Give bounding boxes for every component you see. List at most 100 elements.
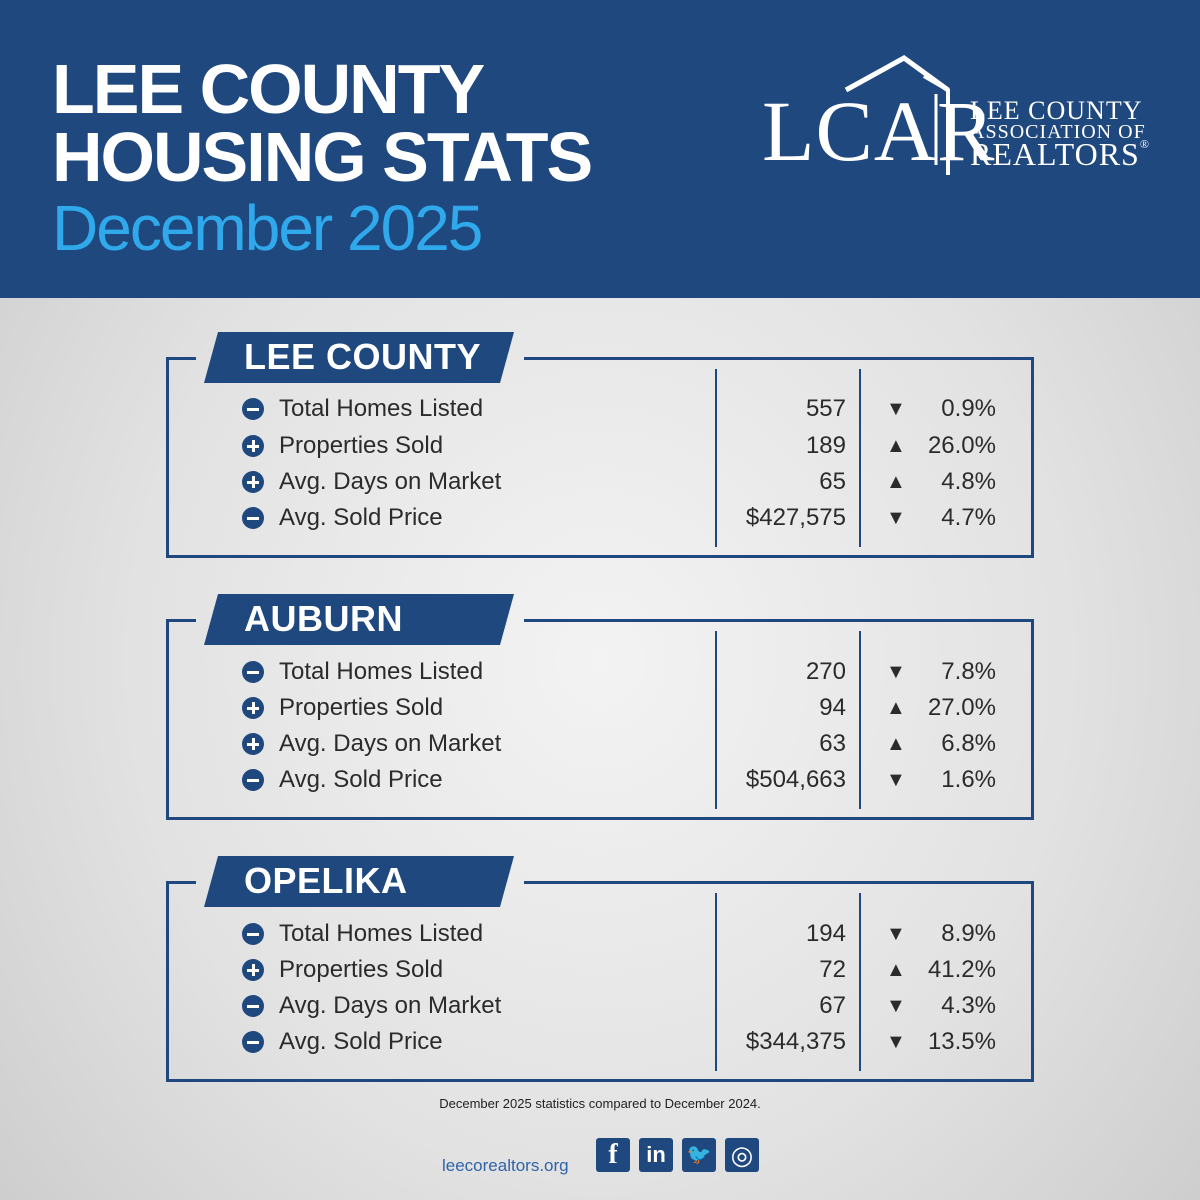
section-frame <box>166 881 1034 1082</box>
website-link[interactable]: leecorealtors.org <box>442 1156 569 1175</box>
frame-top-left <box>166 619 196 622</box>
section-title: OPELIKA <box>244 860 408 901</box>
stat-label: Properties Sold <box>279 432 444 459</box>
stat-change: 4.7% <box>941 504 996 531</box>
trend-up-icon: ▲ <box>886 697 906 719</box>
section-frame <box>166 619 1034 820</box>
section-title: LEE COUNTY <box>244 336 482 377</box>
minus-circle-icon <box>242 923 264 945</box>
twitter-glyph: 🐦 <box>686 1144 712 1166</box>
stat-label: Avg. Days on Market <box>279 992 502 1019</box>
section-title: AUBURN <box>244 598 403 639</box>
stat-row: Properties Sold 72 ▲ 41.2% <box>166 956 1034 992</box>
plus-circle-icon <box>242 959 264 981</box>
instagram-icon[interactable]: ◎ <box>725 1138 759 1172</box>
column-divider <box>715 631 717 809</box>
logo-letters: LCAR <box>762 83 996 179</box>
stat-label: Avg. Sold Price <box>279 766 443 793</box>
trend-up-icon: ▲ <box>886 959 906 981</box>
subtitle-month: December 2025 <box>52 192 483 264</box>
frame-top-right <box>524 619 1034 622</box>
stat-value: 189 <box>805 432 846 459</box>
stat-label: Avg. Days on Market <box>279 730 502 757</box>
stat-change: 4.3% <box>941 992 996 1019</box>
stat-label: Total Homes Listed <box>279 920 484 947</box>
stat-row: Avg. Days on Market 63 ▲ 6.8% <box>166 730 1034 766</box>
stat-label: Total Homes Listed <box>279 395 484 422</box>
stat-value: 72 <box>819 956 846 983</box>
comparison-footnote: December 2025 statistics compared to Dec… <box>439 1096 761 1111</box>
linkedin-icon[interactable]: in <box>639 1138 673 1172</box>
section-title-tab: LEE COUNTY <box>204 332 514 383</box>
column-divider <box>859 369 861 547</box>
stat-change: 1.6% <box>941 766 996 793</box>
stat-label: Avg. Sold Price <box>279 504 443 531</box>
stat-change: 6.8% <box>941 730 996 757</box>
column-divider <box>715 369 717 547</box>
stat-value: 63 <box>819 730 846 757</box>
facebook-icon[interactable]: f <box>596 1138 630 1172</box>
trend-up-icon: ▲ <box>886 471 906 493</box>
frame-top-left <box>166 357 196 360</box>
stat-change: 7.8% <box>941 658 996 685</box>
stat-change: 13.5% <box>927 1028 996 1055</box>
column-divider <box>859 893 861 1071</box>
trend-down-icon: ▼ <box>886 661 906 683</box>
house-roof-icon <box>844 55 950 175</box>
stat-value: $344,375 <box>745 1028 846 1055</box>
section-title-tab: OPELIKA <box>204 856 514 907</box>
lcar-logo[interactable]: LCAR LEE COUNTY ASSOCIATION OF REALTORS® <box>758 50 1168 180</box>
registered-mark: ® <box>1139 137 1150 151</box>
linkedin-glyph: in <box>646 1142 666 1167</box>
logo-line-3: REALTORS® <box>970 138 1150 170</box>
stat-value: 67 <box>819 992 846 1019</box>
stat-row: Total Homes Listed 194 ▼ 8.9% <box>166 920 1034 956</box>
plus-circle-icon <box>242 435 264 457</box>
stat-value: 270 <box>805 658 846 685</box>
stat-change: 41.2% <box>927 956 996 983</box>
trend-down-icon: ▼ <box>886 398 906 420</box>
stat-label: Properties Sold <box>279 956 444 983</box>
minus-circle-icon <box>242 995 264 1017</box>
column-divider <box>859 631 861 809</box>
plus-circle-icon <box>242 733 264 755</box>
twitter-icon[interactable]: 🐦 <box>682 1138 716 1172</box>
stat-row: Total Homes Listed 557 ▼ 0.9% <box>166 395 1034 431</box>
facebook-glyph: f <box>608 1139 618 1170</box>
stat-value: $504,663 <box>745 766 846 793</box>
minus-circle-icon <box>242 769 264 791</box>
trend-down-icon: ▼ <box>886 923 906 945</box>
trend-down-icon: ▼ <box>886 507 906 529</box>
stat-value: 65 <box>819 468 846 495</box>
minus-circle-icon <box>242 507 264 529</box>
minus-circle-icon <box>242 661 264 683</box>
stat-label: Total Homes Listed <box>279 658 484 685</box>
title-line-1: LEE COUNTY <box>52 50 485 128</box>
stat-label: Avg. Sold Price <box>279 1028 443 1055</box>
logo-line-3-text: REALTORS <box>970 136 1140 172</box>
plus-circle-icon <box>242 697 264 719</box>
stat-row: Avg. Days on Market 65 ▲ 4.8% <box>166 468 1034 504</box>
frame-top-left <box>166 881 196 884</box>
minus-circle-icon <box>242 398 264 420</box>
trend-up-icon: ▲ <box>886 733 906 755</box>
stat-change: 0.9% <box>941 395 996 422</box>
trend-down-icon: ▼ <box>886 995 906 1017</box>
column-divider <box>715 893 717 1071</box>
trend-up-icon: ▲ <box>886 435 906 457</box>
stat-value: 557 <box>805 395 846 422</box>
section-frame <box>166 357 1034 558</box>
stat-row: Avg. Days on Market 67 ▼ 4.3% <box>166 992 1034 1028</box>
frame-top-right <box>524 881 1034 884</box>
plus-circle-icon <box>242 471 264 493</box>
trend-down-icon: ▼ <box>886 1031 906 1053</box>
stat-row: Avg. Sold Price $427,575 ▼ 4.7% <box>166 504 1034 540</box>
stat-value: 194 <box>805 920 846 947</box>
stat-change: 8.9% <box>941 920 996 947</box>
stat-row: Avg. Sold Price $504,663 ▼ 1.6% <box>166 766 1034 802</box>
stat-value: 94 <box>819 694 846 721</box>
stat-row: Properties Sold 189 ▲ 26.0% <box>166 432 1034 468</box>
frame-top-right <box>524 357 1034 360</box>
header-banner: LEE COUNTY HOUSING STATS December 2025 L… <box>0 0 1200 298</box>
stat-row: Properties Sold 94 ▲ 27.0% <box>166 694 1034 730</box>
